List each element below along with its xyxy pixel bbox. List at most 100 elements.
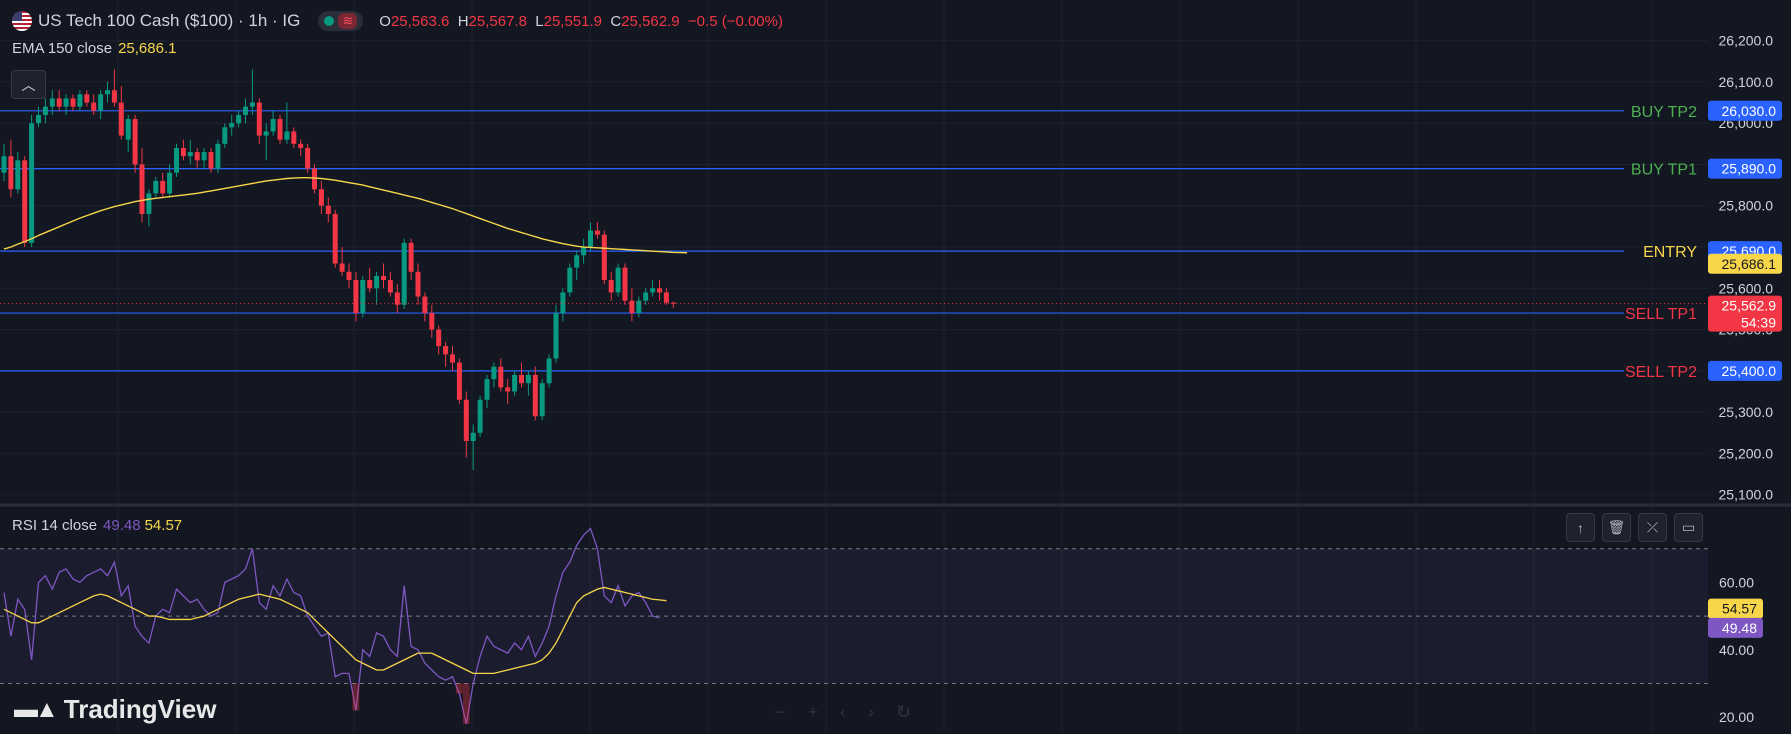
rsi-value-tag-bg bbox=[1708, 617, 1763, 638]
candle-body bbox=[601, 234, 607, 281]
low-key: L bbox=[535, 12, 544, 30]
candle-body bbox=[332, 214, 338, 264]
level-tag-text: 25,890.0 bbox=[1722, 161, 1777, 177]
close-key: C bbox=[610, 12, 622, 30]
level-label: SELL TP1 bbox=[1625, 306, 1697, 323]
rsi-ma-value: 54.57 bbox=[144, 517, 183, 534]
candle-body bbox=[484, 379, 490, 400]
chevron-up-icon: ︿ bbox=[21, 76, 36, 93]
candle-body bbox=[63, 98, 69, 107]
candle-body bbox=[201, 152, 207, 161]
candle-body bbox=[491, 366, 497, 380]
level-tag-text: 25,400.0 bbox=[1722, 363, 1777, 379]
market-open-dot-icon bbox=[324, 16, 335, 26]
candle-body bbox=[77, 94, 83, 107]
open-value: 25,563.6 bbox=[390, 12, 450, 30]
restore-icon[interactable]: ▭ bbox=[1674, 513, 1703, 542]
ema-label: EMA 150 close bbox=[12, 40, 113, 57]
candle-body bbox=[298, 143, 304, 148]
candle-body bbox=[15, 160, 21, 190]
pane-controls: ↑ 🗑 ⤫ ▭ bbox=[1566, 513, 1703, 542]
brand-name: TradingView bbox=[63, 694, 217, 724]
trade-level-lines[interactable]: BUY TP2 BUY TP1 ENTRY SELL TP1 SELL TP2 bbox=[0, 104, 1697, 381]
collapse-legend-button[interactable]: ︿ bbox=[11, 70, 46, 99]
candle-body bbox=[56, 98, 62, 107]
candle-body bbox=[8, 156, 14, 190]
scroll-left-icon[interactable]: ‹ bbox=[840, 702, 847, 722]
candle-body bbox=[29, 123, 35, 243]
market-status-pill[interactable]: ≋ bbox=[318, 11, 364, 31]
us-flag-icon bbox=[12, 11, 32, 31]
candle-body bbox=[305, 147, 311, 169]
candle-body bbox=[132, 119, 138, 165]
candle-body bbox=[505, 387, 511, 392]
candle-body bbox=[477, 399, 483, 433]
candle-body bbox=[360, 280, 366, 314]
ohlc-values: O25,563.6 H25,567.8 L25,551.9 C25,562.9 … bbox=[379, 13, 783, 30]
candle-body bbox=[70, 98, 76, 107]
candle-body bbox=[318, 189, 324, 206]
price-tick-label: 25,600.0 bbox=[1719, 280, 1774, 296]
rsi-tick-label: 20.00 bbox=[1719, 709, 1754, 725]
candle-body bbox=[657, 288, 662, 293]
candle-body bbox=[608, 280, 614, 293]
candle-body bbox=[36, 114, 41, 124]
ema-tag-bg bbox=[1708, 253, 1782, 274]
rsi-ma-tag-bg bbox=[1708, 598, 1763, 619]
maximize-icon[interactable]: ⤫ bbox=[1638, 513, 1667, 542]
candle-body bbox=[663, 292, 669, 303]
level-tag-bg bbox=[1708, 158, 1782, 179]
candle-body bbox=[581, 247, 587, 256]
last-price-tag-text: 25,562.9 bbox=[1722, 298, 1777, 314]
zoom-out-icon[interactable]: − bbox=[775, 702, 786, 722]
candle-body bbox=[1, 156, 7, 173]
level-tag-bg bbox=[1708, 360, 1782, 381]
candle-body bbox=[615, 267, 621, 293]
candle-body bbox=[118, 102, 124, 136]
trash-icon[interactable]: 🗑 bbox=[1602, 513, 1631, 542]
price-tick-label: 26,100.0 bbox=[1719, 74, 1774, 90]
candle-body bbox=[125, 119, 131, 140]
candle-body bbox=[470, 432, 476, 442]
candle-body bbox=[401, 242, 407, 305]
zoom-in-icon[interactable]: + bbox=[807, 702, 819, 722]
rsi-legend[interactable]: RSI 14 close 49.48 54.57 bbox=[12, 517, 182, 534]
candle-body bbox=[139, 164, 145, 214]
scroll-right-icon[interactable]: › bbox=[868, 702, 875, 722]
candle-body bbox=[229, 123, 235, 128]
candle-body bbox=[367, 280, 373, 289]
candle-body bbox=[408, 242, 414, 272]
candle-body bbox=[450, 354, 455, 363]
candlestick-series bbox=[0, 69, 1708, 470]
candle-body bbox=[622, 267, 628, 301]
wave-icon: ≋ bbox=[338, 13, 358, 29]
candle-body bbox=[588, 230, 593, 248]
reset-icon[interactable]: ↻ bbox=[896, 702, 912, 722]
candle-body bbox=[291, 131, 297, 144]
candle-body bbox=[512, 374, 518, 392]
candle-body bbox=[539, 383, 545, 417]
chart-nav-controls: − + ‹ › ↻ bbox=[775, 702, 911, 723]
candle-body bbox=[215, 143, 221, 169]
candle-body bbox=[249, 102, 255, 107]
candle-body bbox=[194, 152, 200, 161]
candle-body bbox=[532, 374, 538, 417]
candle-body bbox=[160, 180, 166, 194]
candle-body bbox=[422, 296, 428, 314]
last-price-tag-text: 54:39 bbox=[1741, 315, 1776, 331]
arrow-up-icon[interactable]: ↑ bbox=[1566, 513, 1595, 542]
ema-line bbox=[3, 176, 688, 254]
candle-body bbox=[111, 90, 117, 103]
candle-body bbox=[381, 275, 386, 281]
ema-legend[interactable]: EMA 150 close 25,686.1 bbox=[12, 40, 176, 57]
candle-body bbox=[208, 152, 214, 169]
symbol-title[interactable]: US Tech 100 Cash ($100) · 1h · IG bbox=[38, 11, 301, 30]
candle-body bbox=[325, 205, 331, 214]
level-label: BUY TP1 bbox=[1631, 162, 1697, 179]
candle-body bbox=[594, 230, 600, 235]
candle-body bbox=[525, 374, 531, 384]
candle-body bbox=[222, 127, 228, 144]
tradingview-logo[interactable]: ▬▲ TradingView bbox=[14, 694, 216, 725]
high-value: 25,567.8 bbox=[468, 12, 527, 30]
